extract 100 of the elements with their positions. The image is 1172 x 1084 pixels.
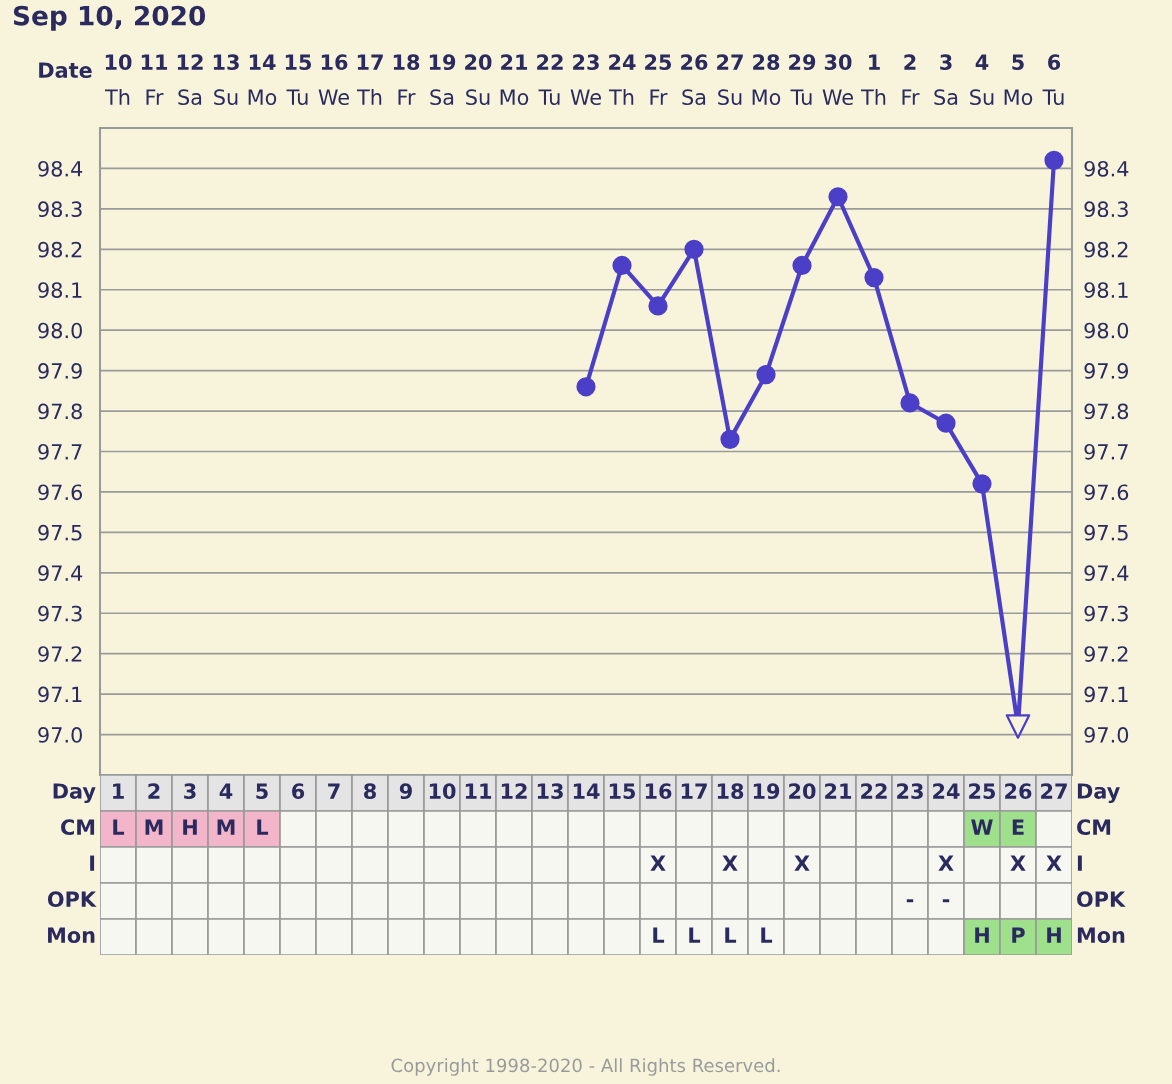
x-tick-label: 22 <box>861 783 887 799</box>
x-tick-label: 1 Th <box>860 54 886 105</box>
x-tick-label: 27 <box>1041 783 1067 799</box>
x-tick-label: 11 <box>465 783 492 799</box>
x-tick-label: 8 <box>364 783 376 800</box>
point <box>792 255 812 276</box>
x-tick-label: 2 Fr <box>902 54 920 105</box>
y2-tick-label: 97.7 <box>1084 443 1128 460</box>
x-tick-label: 4 <box>219 783 233 799</box>
point <box>1005 714 1031 739</box>
y-tick-label: I <box>90 855 95 871</box>
x-tick-label: 15 Tu <box>285 54 312 106</box>
x-tick-label: 16 <box>645 783 672 800</box>
text: Day <box>1077 783 1120 804</box>
y-tick-label: 97.4 <box>38 565 83 582</box>
y-tick-label: 98.3 <box>38 201 82 218</box>
x-tick-label: 2 <box>148 783 160 799</box>
y2-tick-label: 97.9 <box>1084 363 1129 379</box>
text: L <box>257 819 269 835</box>
y-tick-label: 98.1 <box>38 282 82 298</box>
text: X <box>794 855 810 871</box>
x-tick-label: 23 We <box>570 54 601 106</box>
text: M <box>145 819 163 835</box>
x-tick-label: 14 <box>573 783 600 799</box>
x-tick-label: 25 Fr <box>645 54 672 105</box>
text: L <box>113 819 125 835</box>
x-tick-label: 1 <box>113 783 124 799</box>
x-tick-label: 21 Mo <box>500 54 529 106</box>
x-tick-label: 29 Tu <box>789 54 816 106</box>
x-tick-label: 18 Fr <box>393 54 420 105</box>
y-tick-label: 97.6 <box>38 484 83 501</box>
y-tick-label: 98.2 <box>38 241 82 258</box>
y2-tick-label: 97.1 <box>1084 686 1128 703</box>
x-tick-label: 20 Su <box>465 54 492 106</box>
text: L <box>653 927 665 943</box>
text: - <box>906 899 914 903</box>
x-tick-label: 22 Tu <box>537 54 563 106</box>
x-tick-label: 24 <box>933 783 960 799</box>
x-tick-label: 7 <box>328 783 340 799</box>
x-tick-label: 20 <box>789 783 816 800</box>
text: W <box>971 819 993 835</box>
y2-tick-label: 97.6 <box>1084 484 1129 501</box>
y2-tick-label: 98.4 <box>1084 160 1129 177</box>
y2-tick-label: 97.0 <box>1084 727 1129 743</box>
y-tick-label: Mon <box>48 927 95 944</box>
x-tick-label: 6 <box>292 783 305 800</box>
x-tick-label: 17 Th <box>356 54 383 105</box>
x-tick-label: 13 Su <box>213 54 239 106</box>
text: P <box>1012 927 1025 943</box>
x-tick-label: 4 Su <box>970 54 994 106</box>
y-tick-label: 97.8 <box>38 403 82 420</box>
y-tick-label: 97.2 <box>38 646 82 662</box>
text: X <box>1010 855 1026 871</box>
x-axis-title: Date <box>39 62 92 79</box>
text: H <box>183 819 197 835</box>
text: H <box>975 927 989 943</box>
x-tick-label: 19 <box>753 783 780 800</box>
x-tick-label: 24 Th <box>608 54 636 105</box>
x-axis-title: Day <box>53 783 96 804</box>
y2-tick-label: 97.2 <box>1084 646 1128 662</box>
y2-tick-label: CM <box>1077 819 1111 836</box>
x-tick-label: 10 Th <box>104 54 132 105</box>
y2-tick-label: 98.3 <box>1084 201 1128 218</box>
text: L <box>725 927 737 943</box>
point <box>612 255 632 276</box>
text: L <box>761 927 773 943</box>
x-tick-label: 5 <box>256 783 268 800</box>
x-tick-label: 11 Fr <box>141 54 168 105</box>
y-tick-label: 98.4 <box>38 160 83 177</box>
text: X <box>650 855 666 871</box>
point <box>900 393 920 413</box>
point <box>1044 150 1064 170</box>
x-tick-label: 17 <box>681 783 707 799</box>
x-tick-label: 25 <box>969 783 996 800</box>
x-tick-label: 28 Mo <box>752 54 781 106</box>
text: M <box>217 819 235 835</box>
x-tick-label: 21 <box>825 783 852 799</box>
y2-tick-label: OPK <box>1077 891 1126 908</box>
x-tick-label: 12 <box>501 783 527 799</box>
y2-tick-label: I <box>1077 855 1082 871</box>
point <box>576 377 596 397</box>
text: L <box>689 927 701 943</box>
point <box>648 296 668 316</box>
text: Copyright 1998-2020 - All Rights Reserved. <box>391 1058 780 1076</box>
y-tick-label: 97.7 <box>38 443 82 460</box>
y2-tick-label: 97.3 <box>1084 605 1128 622</box>
x-tick-label: 18 <box>717 783 744 800</box>
y-tick-label: 97.9 <box>38 363 82 379</box>
y2-tick-label: 97.4 <box>1084 565 1129 582</box>
x-tick-label: 12 Sa <box>177 54 203 106</box>
y-tick-label: 97.5 <box>38 524 82 541</box>
x-tick-label: 13 <box>537 783 563 800</box>
y-tick-label: OPK <box>47 891 97 908</box>
y-tick-label: CM <box>61 819 95 836</box>
y2-tick-label: 97.5 <box>1084 524 1128 541</box>
x-tick-label: 10 <box>429 783 456 800</box>
text: - <box>942 899 950 903</box>
point <box>828 187 848 207</box>
point <box>756 365 776 385</box>
y-tick-label: 98.0 <box>38 322 82 339</box>
